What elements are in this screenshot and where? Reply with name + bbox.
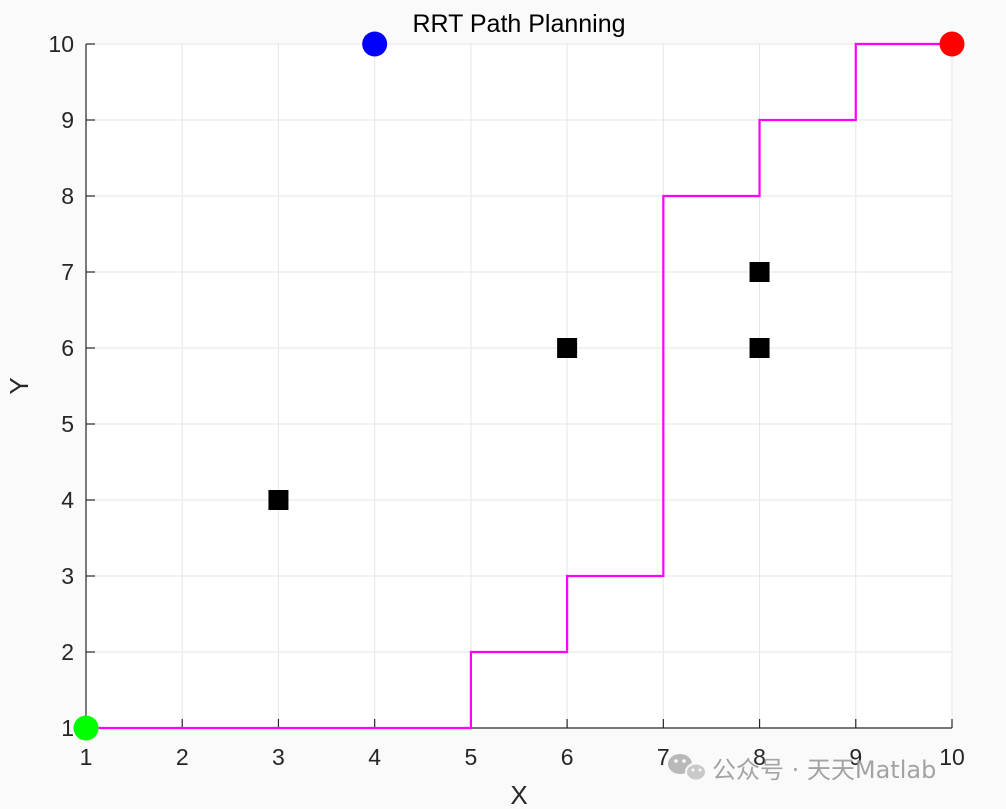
chart-title: RRT Path Planning bbox=[412, 10, 625, 38]
y-tick-label: 7 bbox=[61, 259, 74, 285]
y-tick-label: 6 bbox=[61, 335, 74, 361]
watermark: 公众号 · 天天Matlab bbox=[668, 754, 936, 784]
x-tick-label: 6 bbox=[561, 744, 574, 770]
start-marker bbox=[73, 715, 99, 741]
y-tick-label: 2 bbox=[61, 639, 74, 665]
y-tick-labels: 1 2 3 4 5 6 7 8 9 10 bbox=[48, 31, 74, 741]
x-tick-label: 1 bbox=[80, 744, 93, 770]
x-tick-label: 3 bbox=[272, 744, 285, 770]
y-tick-label: 10 bbox=[48, 31, 74, 57]
x-tick-label: 8 bbox=[753, 744, 766, 770]
y-tick-label: 5 bbox=[61, 411, 74, 437]
wechat-icon bbox=[668, 754, 707, 782]
obstacle-marker bbox=[268, 490, 289, 510]
series-layer bbox=[73, 31, 965, 741]
goal-marker bbox=[939, 31, 965, 57]
plot-area bbox=[86, 44, 952, 728]
y-tick-label: 1 bbox=[61, 715, 74, 741]
x-tick-label: 7 bbox=[657, 744, 670, 770]
x-tick-labels: 1 2 3 4 5 6 7 8 9 10 bbox=[80, 744, 965, 770]
y-tick-label: 8 bbox=[61, 183, 74, 209]
x-axis-label: X bbox=[510, 780, 527, 809]
obstacle-marker bbox=[557, 338, 578, 358]
x-tick-label: 2 bbox=[176, 744, 189, 770]
node-marker bbox=[362, 31, 388, 57]
y-tick-label: 9 bbox=[61, 107, 74, 133]
x-tick-label: 4 bbox=[368, 744, 381, 770]
obstacle-marker bbox=[749, 262, 770, 282]
y-tick-label: 4 bbox=[61, 487, 74, 513]
y-tick-label: 3 bbox=[61, 563, 74, 589]
x-tick-label: 5 bbox=[464, 744, 477, 770]
rrt-path-line bbox=[86, 42, 952, 730]
x-tick-label: 9 bbox=[849, 744, 862, 770]
y-axis-label: Y bbox=[4, 377, 34, 394]
obstacle-marker bbox=[749, 338, 770, 358]
watermark-text: 公众号 · 天天Matlab bbox=[712, 756, 936, 784]
x-tick-label: 10 bbox=[939, 744, 965, 770]
